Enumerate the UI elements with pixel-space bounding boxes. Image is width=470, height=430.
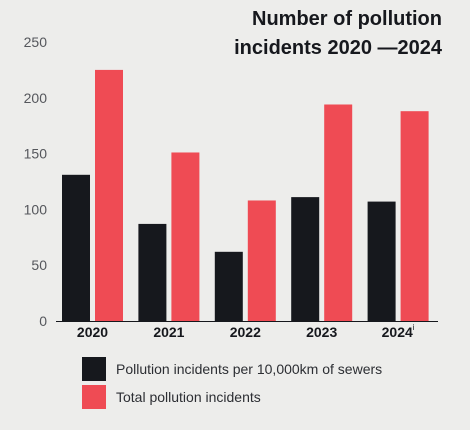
- bar-total-incidents: [247, 200, 276, 321]
- bar-per-10000km: [214, 251, 243, 321]
- legend-label: Pollution incidents per 10,000km of sewe…: [116, 361, 382, 377]
- bar-per-10000km: [291, 197, 320, 321]
- legend-label: Total pollution incidents: [116, 389, 261, 405]
- x-category-label: 2024i: [382, 323, 415, 340]
- bar-total-incidents: [400, 111, 429, 321]
- x-category-footnote-marker: i: [413, 323, 415, 332]
- bar-total-incidents: [95, 69, 123, 322]
- x-category-label-text: 2022: [230, 324, 261, 340]
- y-tick-label: 250: [24, 34, 48, 50]
- x-category-label: 2021: [153, 324, 184, 340]
- y-tick-label: 50: [31, 257, 47, 273]
- x-category-label-text: 2020: [77, 324, 108, 340]
- legend-swatch: [82, 385, 106, 409]
- y-tick-label: 0: [39, 313, 47, 329]
- x-category-label: 2023: [306, 324, 337, 340]
- x-category-label: 2022: [230, 324, 261, 340]
- chart-title-line-1: Number of pollution: [252, 8, 442, 30]
- x-axis-category-labels: 2020 2021 2022 2023 2024i: [77, 323, 415, 340]
- y-tick-label: 200: [24, 90, 48, 106]
- x-category-label-text: 2021: [153, 324, 184, 340]
- x-category-label-text: 2023: [306, 324, 337, 340]
- legend: Pollution incidents per 10,000km of sewe…: [82, 357, 382, 409]
- y-tick-label: 150: [24, 146, 48, 162]
- x-category-label-text: 2024: [382, 324, 413, 340]
- y-axis-tick-labels: 0 50 100 150 200 250: [24, 34, 48, 329]
- bar-per-10000km: [138, 223, 167, 321]
- bar-total-incidents: [171, 152, 200, 321]
- x-category-label: 2020: [77, 324, 108, 340]
- bar-total-incidents: [324, 104, 353, 321]
- y-tick-label: 100: [24, 201, 48, 217]
- bar-per-10000km: [367, 201, 396, 321]
- chart-title-line-2: incidents 2020 —2024: [234, 37, 443, 59]
- bar-per-10000km: [62, 174, 90, 321]
- bar-group: [62, 69, 429, 322]
- legend-swatch: [82, 357, 106, 381]
